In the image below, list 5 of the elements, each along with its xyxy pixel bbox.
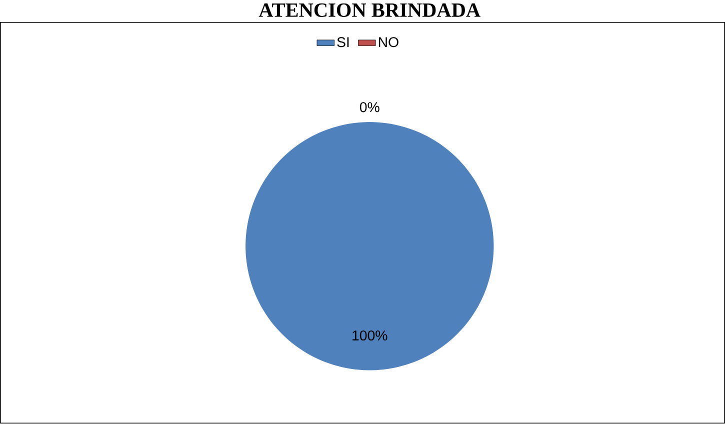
chart-title: ATENCION BRINDADA — [258, 4, 480, 18]
legend-label: SI — [337, 37, 349, 48]
legend-label: NO — [378, 37, 398, 48]
text: 0% — [360, 102, 380, 112]
data-label: 100% — [352, 330, 388, 341]
